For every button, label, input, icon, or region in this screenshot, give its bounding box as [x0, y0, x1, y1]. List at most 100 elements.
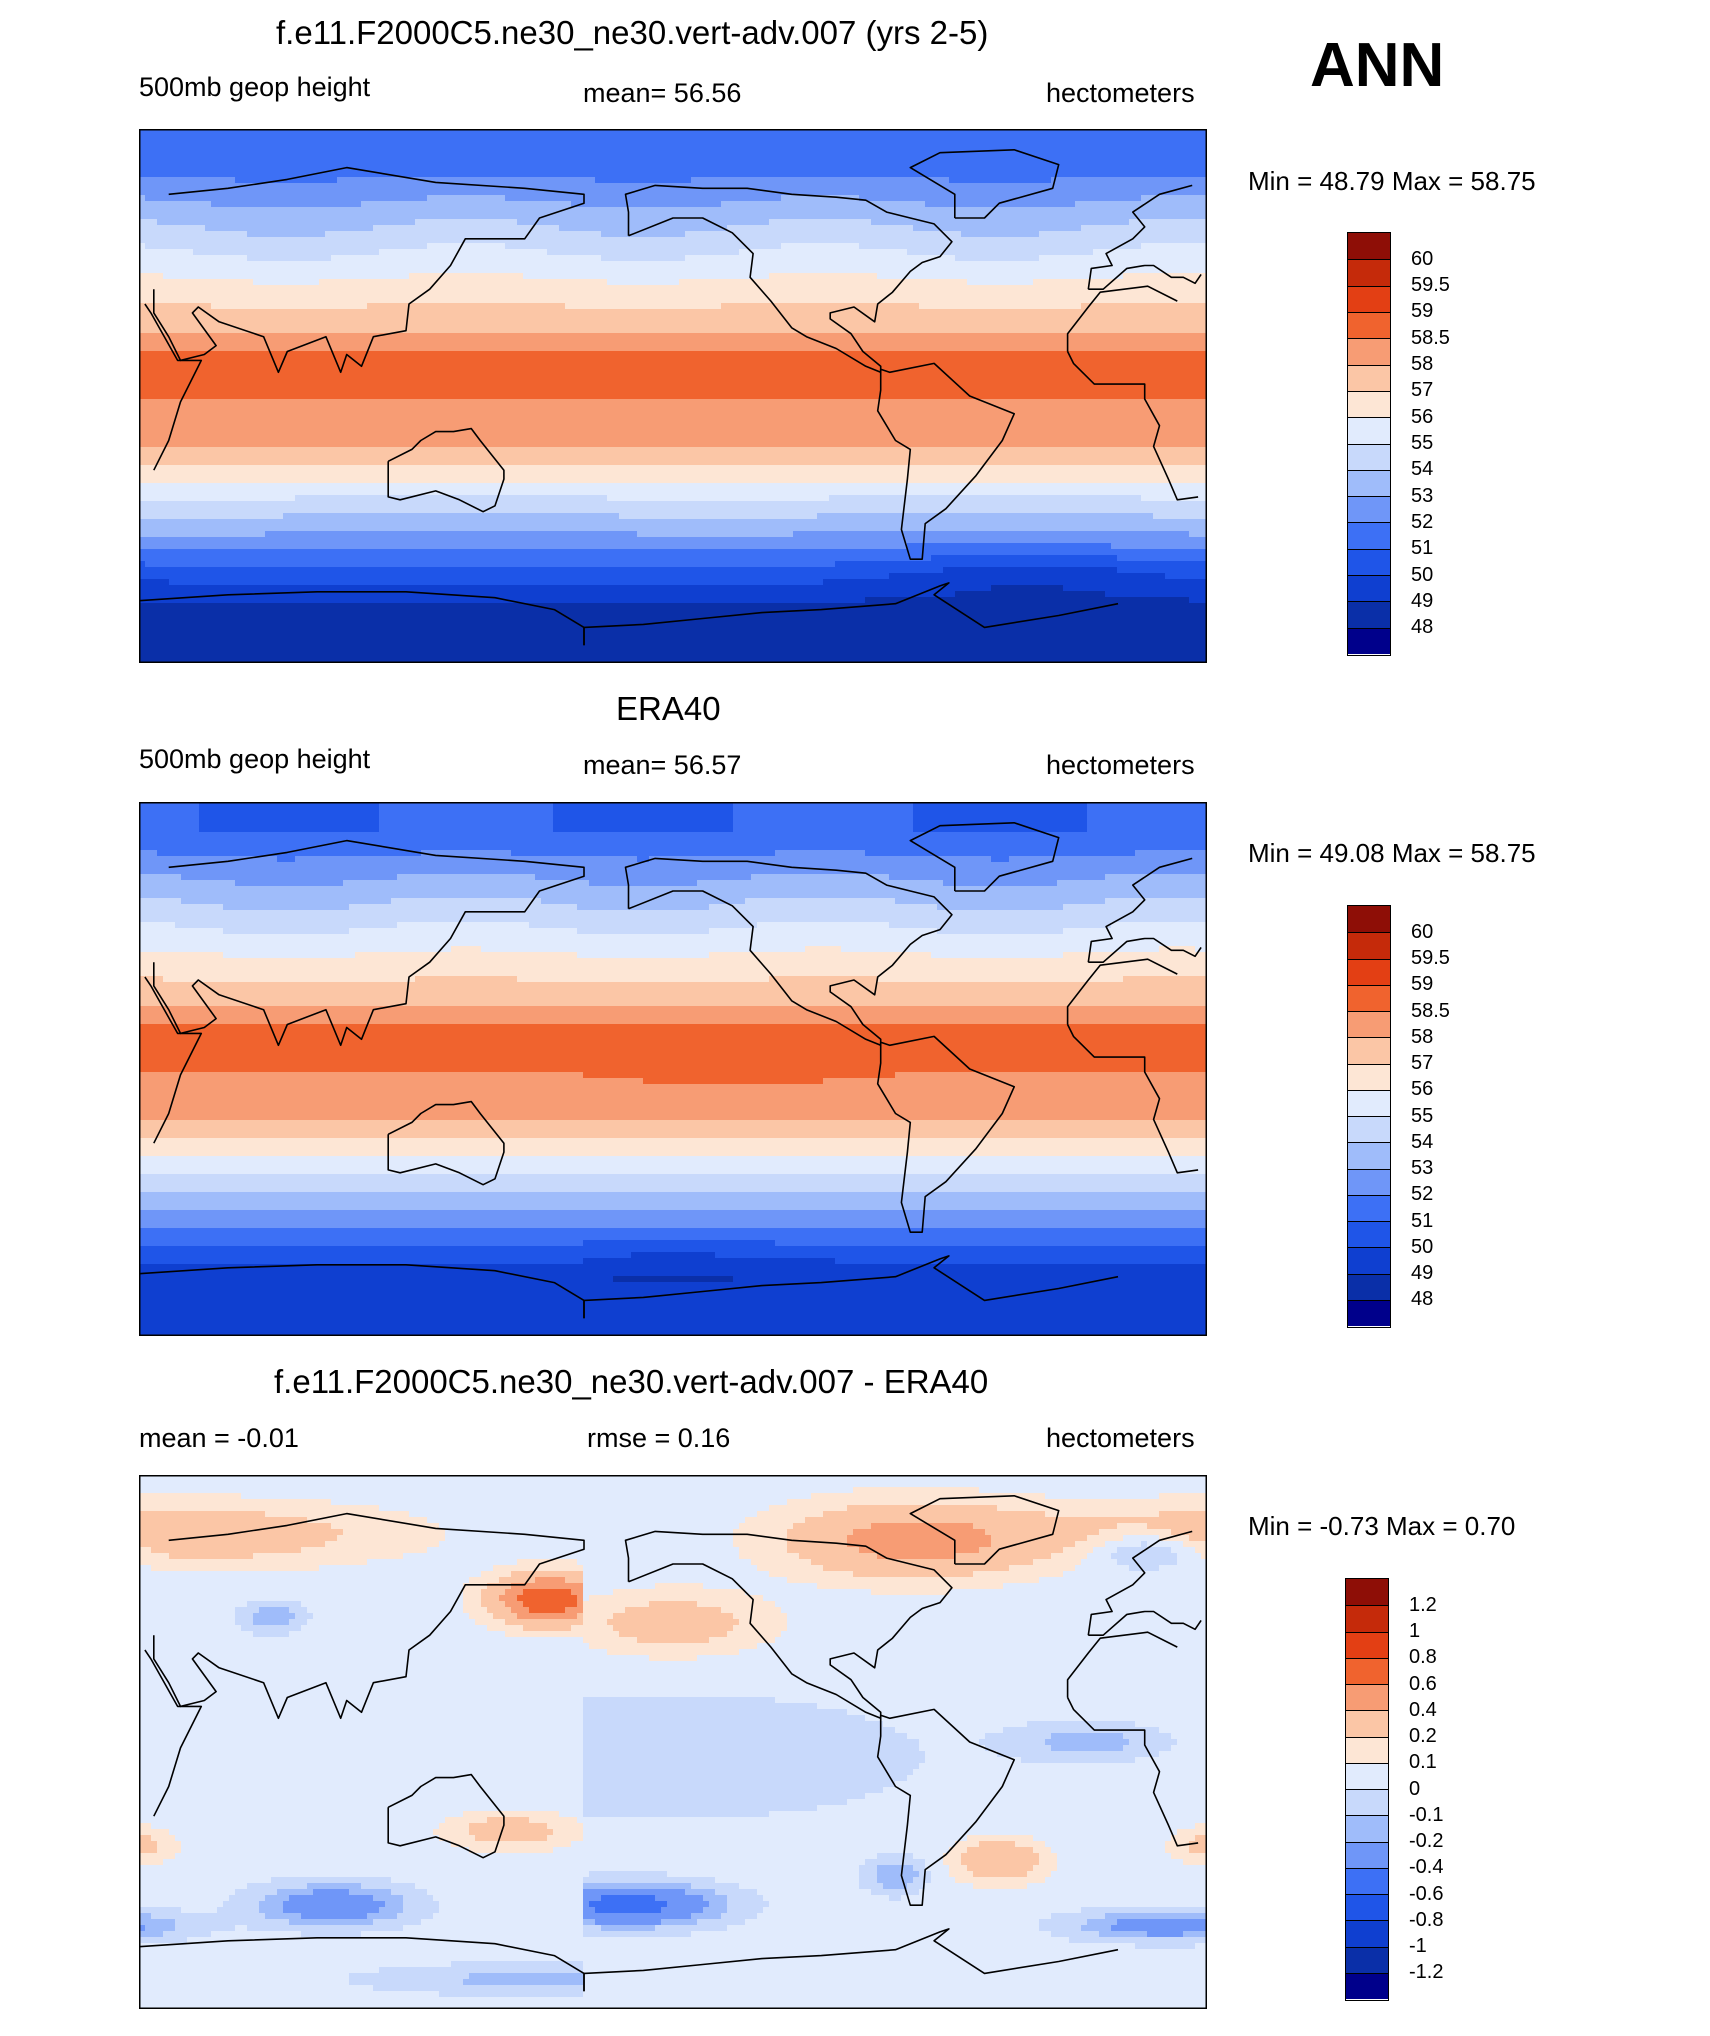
- coastline: [1087, 184, 1193, 290]
- coastline: [153, 166, 585, 374]
- colorbar-tick-label: -0.2: [1409, 1830, 1444, 1852]
- colorbar-swatch: [1348, 522, 1390, 549]
- coastline: [139, 590, 585, 646]
- colorbar-tick-label: 51: [1411, 1209, 1434, 1232]
- colorbar-tick-label: 50: [1411, 563, 1434, 586]
- colorbar-tick-label: 1: [1409, 1620, 1421, 1642]
- coastline: [139, 1936, 585, 1992]
- colorbar-tick-label: 59.5: [1411, 274, 1450, 297]
- panel-obs-map: [139, 802, 1207, 1336]
- colorbar-swatch: [1346, 1946, 1388, 1973]
- coastline: [139, 1263, 585, 1319]
- colorbar-tick-label: -0.1: [1409, 1803, 1444, 1826]
- colorbar-swatch: [1348, 548, 1390, 576]
- coastline: [1088, 1610, 1202, 1636]
- colorbar-swatch: [1348, 906, 1390, 933]
- colorbar-tick-label: 58.5: [1411, 999, 1450, 1022]
- colorbar-swatch: [1348, 364, 1390, 391]
- colorbar-swatch: [1346, 1972, 1388, 1999]
- colorbar-swatch: [1348, 1063, 1390, 1090]
- colorbar-swatch: [1348, 469, 1390, 497]
- panel-diff-map: [139, 1475, 1207, 2009]
- colorbar-tick-label: -1.2: [1409, 1961, 1444, 1984]
- colorbar-swatch: [1348, 932, 1390, 959]
- colorbar-swatch: [1348, 601, 1390, 628]
- panel-diff-rmse: rmse = 0.16: [587, 1423, 731, 1453]
- panel-model-mean: mean= 56.56: [583, 78, 742, 108]
- coastline: [387, 427, 505, 513]
- colorbar-swatch: [1346, 1920, 1388, 1947]
- coastline: [1066, 1697, 1199, 1847]
- season-label: ANN: [1310, 31, 1445, 100]
- panel-obs-colorbar: [1347, 905, 1391, 1328]
- colorbar-swatch: [1348, 1089, 1390, 1116]
- panel-model-units: hectometers: [1046, 78, 1195, 108]
- panel-diff-mean: mean = -0.01: [139, 1423, 299, 1453]
- colorbar-tick-label: 55: [1411, 432, 1434, 454]
- coastline: [909, 821, 1060, 892]
- coastline: [624, 1530, 953, 1720]
- coastline: [1066, 1631, 1178, 1698]
- coastline: [1088, 264, 1202, 290]
- colorbar-swatch: [1348, 1011, 1390, 1038]
- panel-model-title: f.e11.F2000C5.ne30_ne30.vert-adv.007 (yr…: [276, 14, 989, 51]
- coastline: [1066, 958, 1178, 1025]
- colorbar-swatch: [1348, 443, 1390, 470]
- colorbar-tick-label: 57: [1411, 1052, 1434, 1074]
- map-frame: [139, 802, 1207, 1336]
- colorbar-tick-label: 52: [1411, 1183, 1434, 1206]
- colorbar-tick-label: -0.8: [1409, 1908, 1444, 1931]
- colorbar-swatch: [1346, 1736, 1388, 1763]
- colorbar-tick-label: 54: [1411, 1130, 1434, 1153]
- colorbar-swatch: [1346, 1579, 1388, 1606]
- colorbar-tick-label: 54: [1411, 458, 1434, 481]
- colorbar-tick-label: 53: [1411, 1157, 1434, 1179]
- colorbar-swatch: [1346, 1657, 1388, 1684]
- map-frame: [139, 1475, 1207, 2009]
- panel-model-minmax: Min = 48.79 Max = 58.75: [1248, 166, 1536, 196]
- colorbar-tick-label: 0.6: [1409, 1672, 1437, 1695]
- colorbar-swatch: [1346, 1815, 1388, 1842]
- colorbar-tick-label: 60: [1411, 920, 1434, 943]
- coastline: [1087, 1530, 1193, 1636]
- coastline: [144, 1649, 203, 1817]
- colorbar-swatch: [1348, 1037, 1390, 1064]
- colorbar-swatch: [1348, 627, 1390, 654]
- colorbar-tick-label: -1: [1409, 1935, 1427, 1957]
- colorbar-tick-label: 53: [1411, 484, 1434, 507]
- colorbar-swatch: [1348, 233, 1390, 260]
- colorbar-tick-label: 58.5: [1411, 326, 1450, 349]
- coastline: [583, 582, 1119, 646]
- coastline: [624, 857, 953, 1047]
- contour-field: [139, 129, 1207, 663]
- colorbar-swatch: [1346, 1894, 1388, 1921]
- colorbar-tick-label: 48: [1411, 1288, 1434, 1311]
- colorbar-swatch: [1348, 417, 1390, 444]
- coastline: [624, 184, 953, 374]
- coastline: [909, 148, 1060, 219]
- panel-obs-title: ERA40: [616, 690, 721, 727]
- coastline: [387, 1773, 505, 1859]
- panel-diff-colorbar: [1345, 1578, 1389, 2001]
- colorbar-swatch: [1348, 1168, 1390, 1195]
- colorbar-swatch: [1348, 958, 1390, 985]
- coastline: [144, 976, 203, 1144]
- panel-diff-title: f.e11.F2000C5.ne30_ne30.vert-adv.007 - E…: [274, 1363, 989, 1400]
- panel-model-variable-label: 500mb geop height: [139, 72, 371, 102]
- colorbar-swatch: [1348, 1299, 1390, 1326]
- panel-obs-minmax: Min = 49.08 Max = 58.75: [1248, 838, 1536, 868]
- colorbar-swatch: [1348, 575, 1390, 602]
- colorbar-swatch: [1348, 1221, 1390, 1248]
- coastline: [909, 1494, 1060, 1565]
- colorbar-tick-label: 56: [1411, 405, 1434, 428]
- colorbar-tick-label: 0.1: [1409, 1751, 1437, 1774]
- colorbar-swatch: [1348, 496, 1390, 523]
- panel-obs-mean: mean= 56.57: [583, 750, 742, 780]
- colorbar-tick-label: -0.4: [1409, 1856, 1444, 1879]
- colorbar-tick-label: 58: [1411, 1025, 1434, 1048]
- colorbar-swatch: [1346, 1710, 1388, 1737]
- coastline: [1088, 937, 1202, 963]
- colorbar-swatch: [1348, 984, 1390, 1011]
- colorbar-tick-label: 48: [1411, 616, 1434, 639]
- colorbar-tick-label: 0.2: [1409, 1725, 1437, 1747]
